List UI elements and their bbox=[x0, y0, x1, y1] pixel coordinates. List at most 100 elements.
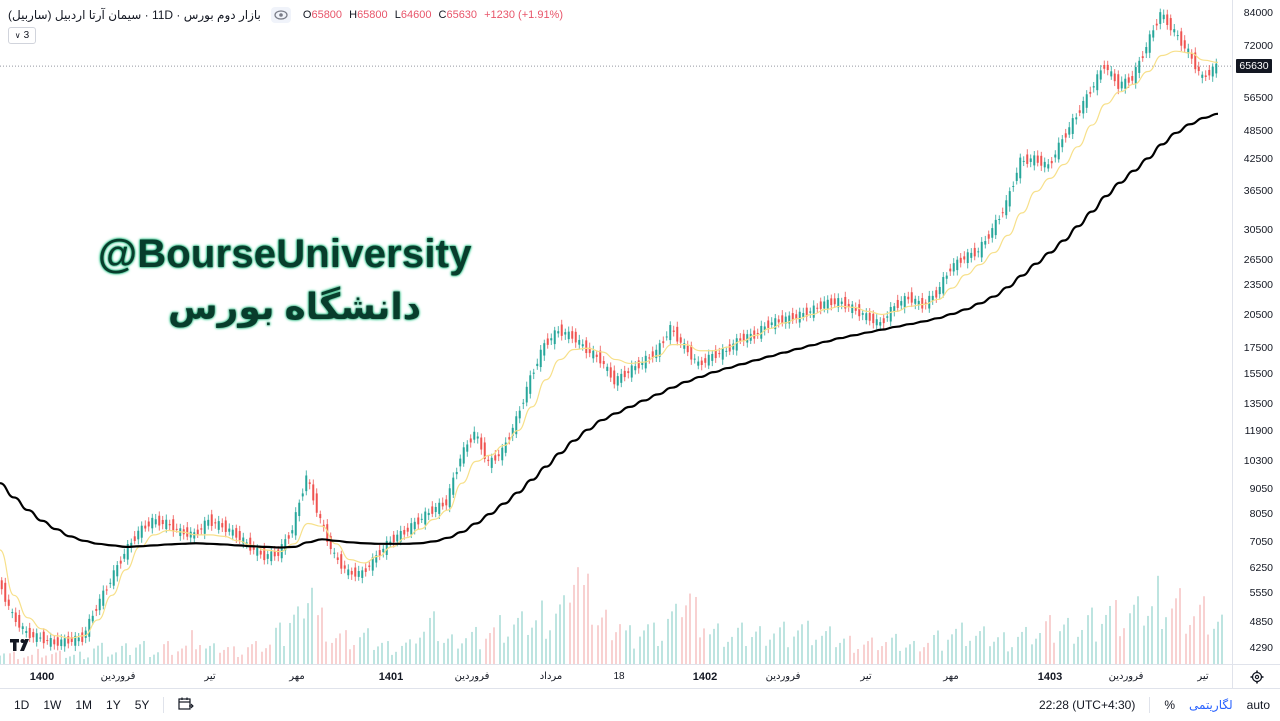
volume-bar bbox=[951, 634, 953, 664]
volume-bar bbox=[807, 620, 809, 664]
candle bbox=[298, 499, 301, 522]
price-tick: 5550 bbox=[1249, 587, 1273, 600]
low-value: 64600 bbox=[400, 9, 432, 21]
volume-bar bbox=[289, 622, 291, 664]
candle bbox=[378, 544, 381, 561]
price-tick: 48500 bbox=[1243, 124, 1273, 137]
candle bbox=[35, 628, 38, 647]
chart-settings-gear-icon[interactable] bbox=[1232, 664, 1280, 689]
time-axis[interactable]: 1400 فروردین تیر مهر 1401 فروردین مرداد 18 1402 ف… bbox=[0, 664, 1232, 689]
candle bbox=[431, 501, 434, 518]
timeframe-1y-button[interactable]: 1Y bbox=[106, 698, 121, 712]
volume-bar bbox=[297, 606, 299, 664]
candle bbox=[910, 287, 913, 308]
timeframe-5y-button[interactable]: 5Y bbox=[134, 698, 150, 712]
volume-bar bbox=[265, 648, 267, 664]
date-range-calendar-icon[interactable] bbox=[178, 697, 195, 714]
timeframe-1d-button[interactable]: 1D bbox=[14, 698, 30, 712]
candle bbox=[865, 308, 868, 325]
candle bbox=[74, 632, 77, 652]
candle bbox=[301, 488, 304, 501]
open-value: 65800 bbox=[311, 9, 343, 21]
volume-bar bbox=[563, 595, 565, 664]
volume-bar bbox=[479, 649, 481, 664]
volume-bar bbox=[633, 648, 635, 664]
candle bbox=[1152, 25, 1155, 42]
candle bbox=[931, 290, 934, 305]
candle bbox=[315, 488, 318, 517]
volume-bar bbox=[195, 649, 197, 664]
candle bbox=[854, 302, 857, 315]
volume-bar bbox=[881, 646, 883, 664]
candle bbox=[956, 256, 959, 276]
indicators-collapse-button[interactable]: ∨ 3 bbox=[8, 27, 36, 44]
auto-scale-toggle[interactable]: auto bbox=[1246, 698, 1270, 712]
percent-scale-toggle[interactable]: % bbox=[1164, 698, 1175, 712]
volume-bar bbox=[489, 633, 491, 664]
log-scale-toggle[interactable]: لگاریتمی bbox=[1189, 698, 1233, 712]
candle bbox=[235, 524, 238, 544]
candle bbox=[840, 297, 843, 310]
candle bbox=[1008, 187, 1011, 212]
volume-bar bbox=[871, 637, 873, 664]
price-chart[interactable] bbox=[0, 0, 1232, 664]
candle bbox=[1001, 207, 1004, 218]
volume-bar bbox=[1007, 651, 1009, 664]
candle bbox=[686, 340, 689, 357]
volume-bar bbox=[415, 643, 417, 664]
timeframe-1m-button[interactable]: 1M bbox=[75, 698, 93, 712]
candle bbox=[970, 248, 973, 263]
volume-bar bbox=[121, 645, 123, 664]
candle bbox=[1054, 150, 1057, 163]
candle bbox=[658, 339, 661, 363]
volume-bar bbox=[549, 630, 551, 664]
volume-bar bbox=[625, 630, 627, 664]
candle bbox=[875, 314, 878, 330]
candle bbox=[648, 354, 651, 364]
symbol-title[interactable]: بازار دوم بورس · 11D · سیمان آرتا اردبیل… bbox=[8, 8, 261, 22]
candle bbox=[725, 346, 728, 357]
volume-bar bbox=[759, 626, 761, 664]
candle bbox=[95, 604, 98, 617]
volume-bar bbox=[979, 631, 981, 664]
candle bbox=[340, 550, 343, 575]
candle bbox=[1183, 35, 1186, 53]
volume-bar bbox=[1175, 598, 1177, 664]
volume-bar bbox=[1109, 605, 1111, 664]
candle bbox=[669, 321, 672, 346]
volume-bar bbox=[93, 648, 95, 664]
eye-icon[interactable] bbox=[270, 7, 291, 23]
price-axis[interactable]: 84000 72000 56500 48500 42500 36500 30500 26500… bbox=[1232, 0, 1280, 664]
candle bbox=[889, 302, 892, 326]
volume-bar bbox=[1147, 615, 1149, 664]
volume-bar bbox=[461, 643, 463, 664]
time-tick: فروردین bbox=[1108, 671, 1144, 682]
volume-bar bbox=[843, 638, 845, 664]
volume-bar bbox=[345, 630, 347, 664]
volume-bar bbox=[27, 656, 29, 664]
candle bbox=[200, 523, 203, 535]
candle bbox=[277, 546, 280, 562]
candle bbox=[445, 495, 448, 511]
price-tick: 26500 bbox=[1243, 253, 1273, 266]
candle bbox=[326, 519, 329, 546]
candle bbox=[858, 299, 861, 321]
candle bbox=[791, 307, 794, 324]
volume-bar bbox=[811, 645, 813, 664]
price-tick: 7050 bbox=[1249, 536, 1273, 549]
tradingview-logo-icon[interactable] bbox=[8, 636, 34, 654]
volume-bar bbox=[475, 626, 477, 664]
candle bbox=[963, 251, 966, 264]
timezone-clock[interactable]: 22:28 (UTC+4:30) bbox=[1038, 698, 1136, 712]
volume-bar bbox=[1101, 623, 1103, 664]
candle bbox=[1176, 30, 1179, 41]
volume-bar bbox=[373, 649, 375, 664]
timeframe-1w-button[interactable]: 1W bbox=[43, 698, 62, 712]
candle bbox=[1026, 149, 1029, 168]
volume-bar bbox=[1003, 632, 1005, 664]
candle bbox=[938, 282, 941, 299]
volume-bar bbox=[1021, 631, 1023, 664]
volume-bar bbox=[849, 635, 851, 664]
candle bbox=[259, 545, 262, 559]
candle bbox=[760, 320, 763, 342]
